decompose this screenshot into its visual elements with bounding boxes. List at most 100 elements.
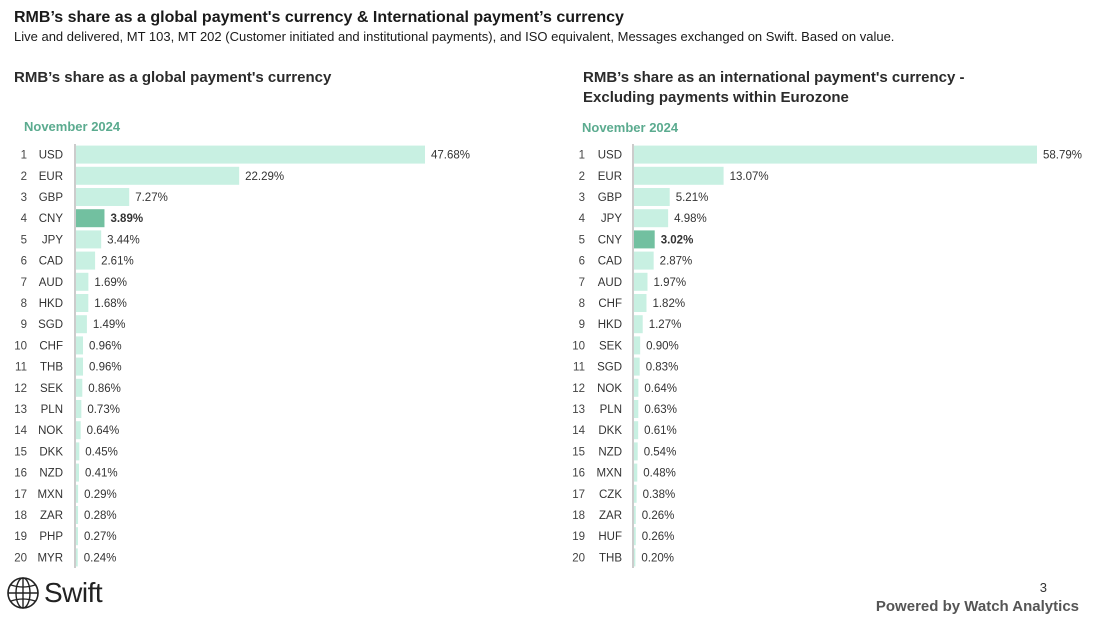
category-label: AUD (39, 277, 63, 289)
rank-label: 19 (572, 531, 585, 543)
bar (76, 548, 78, 567)
rank-label: 20 (14, 552, 27, 564)
value-label: 4.98% (674, 213, 707, 225)
bar (76, 145, 425, 164)
bar (76, 188, 130, 206)
value-label: 0.63% (644, 404, 677, 416)
bar (634, 378, 639, 397)
category-label: SGD (38, 319, 63, 331)
value-label: 3.44% (107, 234, 140, 246)
category-label: JPY (601, 213, 622, 225)
bar (76, 378, 83, 397)
bar (76, 527, 78, 546)
rank-label: 16 (572, 468, 585, 480)
rank-label: 11 (15, 362, 27, 374)
value-label: 0.64% (644, 383, 677, 395)
value-label: 0.54% (644, 446, 677, 458)
rank-label: 2 (579, 171, 585, 183)
category-label: MYR (37, 552, 63, 564)
right-chart-period: November 2024 (582, 120, 679, 135)
bar (76, 400, 82, 418)
rank-label: 13 (14, 404, 27, 416)
bar (634, 251, 654, 270)
left-chart-period: November 2024 (24, 119, 121, 134)
category-label: NOK (597, 383, 622, 395)
bar (76, 421, 81, 440)
rank-label: 1 (21, 150, 27, 162)
category-label: NOK (38, 425, 63, 437)
category-label: NZD (39, 468, 63, 480)
rank-label: 4 (579, 213, 586, 225)
category-label: USD (598, 150, 622, 162)
value-label: 0.38% (643, 489, 676, 501)
bar (76, 272, 89, 291)
category-label: DKK (598, 425, 622, 437)
rank-label: 6 (21, 256, 27, 268)
rank-label: 12 (14, 383, 27, 395)
rank-label: 3 (21, 192, 27, 204)
value-label: 0.90% (646, 340, 679, 352)
logo-text: Swift (44, 577, 103, 608)
value-label: 0.96% (89, 362, 122, 374)
category-label: CNY (39, 213, 64, 225)
rank-label: 9 (21, 319, 27, 331)
category-label: NZD (598, 446, 622, 458)
value-label: 0.48% (643, 468, 676, 480)
rank-label: 19 (14, 531, 27, 543)
bar (634, 357, 640, 376)
value-label: 0.20% (641, 552, 674, 564)
category-label: SGD (597, 362, 622, 374)
value-label: 3.02% (661, 234, 694, 246)
bar (76, 294, 89, 312)
rank-label: 18 (572, 510, 585, 522)
globe-icon (7, 577, 39, 609)
bar (634, 421, 639, 440)
category-label: MXN (37, 489, 63, 501)
left-bar-chart: 1 USD 47.68% 2 EUR 22.29% 3 GBP 7.27% 4 CNY 3.89% 5 J… (14, 144, 470, 568)
category-label: MXN (596, 468, 622, 480)
category-label: ZAR (599, 510, 622, 522)
rank-label: 5 (21, 234, 27, 246)
bar (634, 506, 636, 524)
bar (634, 527, 636, 546)
page-number: 3 (1039, 580, 1047, 595)
bar (634, 484, 637, 503)
rank-label: 1 (579, 150, 585, 162)
category-label: EUR (598, 171, 622, 183)
value-label: 0.26% (642, 510, 675, 522)
left-chart-title: RMB’s share as a global payment's curren… (14, 69, 332, 86)
right-chart-title: RMB’s share as an international payment'… (583, 69, 965, 106)
category-label: HKD (598, 319, 622, 331)
category-label: ZAR (40, 510, 63, 522)
value-label: 13.07% (730, 171, 769, 183)
bar (634, 294, 647, 312)
bar (76, 166, 240, 185)
category-label: HKD (39, 298, 63, 310)
bar (634, 272, 648, 291)
value-label: 3.89% (110, 213, 143, 225)
page-title: RMB’s share as a global payment's curren… (14, 9, 624, 26)
rank-label: 10 (14, 340, 27, 352)
bar (76, 357, 84, 376)
value-label: 0.26% (642, 531, 675, 543)
value-label: 0.86% (88, 383, 121, 395)
category-label: EUR (39, 171, 63, 183)
rank-label: 20 (572, 552, 585, 564)
rank-label: 9 (579, 319, 585, 331)
category-label: USD (39, 150, 63, 162)
powered-by-text: Powered by Watch Analytics (875, 598, 1079, 615)
category-label: PLN (41, 404, 63, 416)
value-label: 2.61% (101, 256, 134, 268)
rank-label: 14 (572, 425, 585, 437)
bar (634, 400, 639, 418)
rank-label: 13 (572, 404, 585, 416)
value-label: 2.87% (660, 256, 693, 268)
value-label: 0.73% (87, 404, 120, 416)
rank-label: 10 (572, 340, 585, 352)
bar (76, 230, 102, 249)
value-label: 0.45% (85, 446, 118, 458)
value-label: 0.28% (84, 510, 117, 522)
value-label: 1.97% (654, 277, 687, 289)
bar (76, 336, 84, 355)
bar (76, 315, 87, 334)
